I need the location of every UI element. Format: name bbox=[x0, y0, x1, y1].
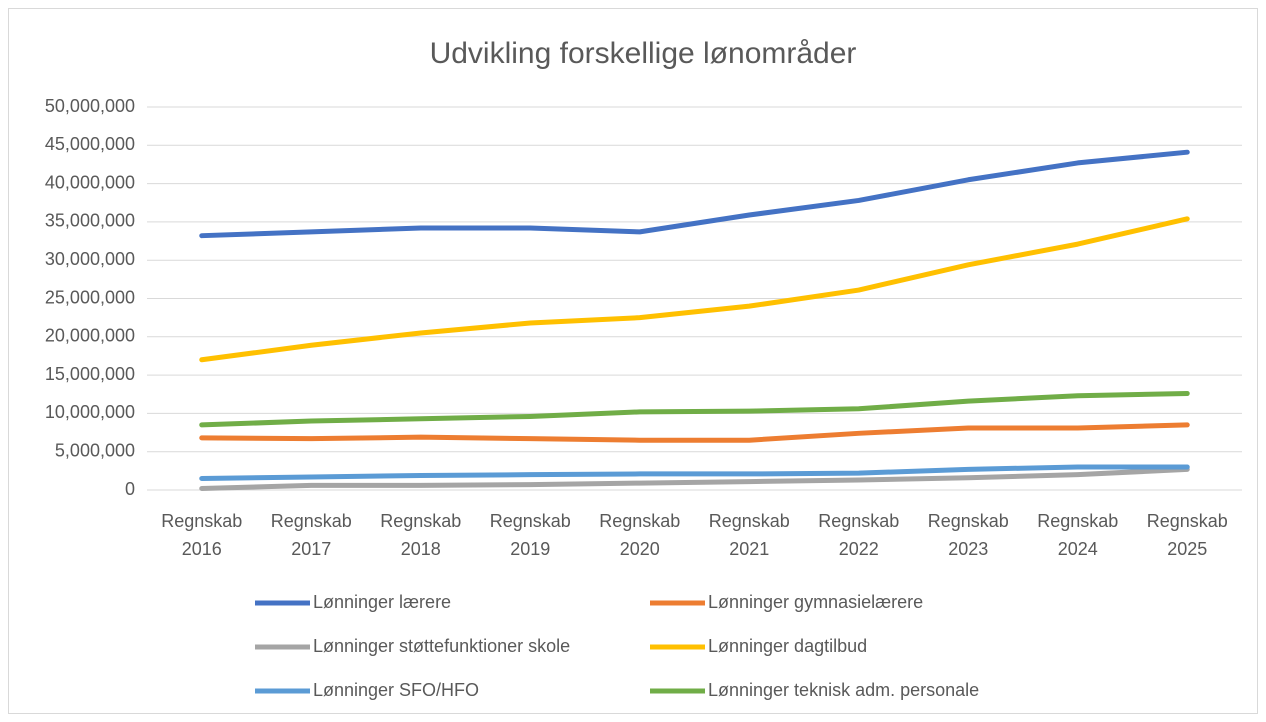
x-tick-label-line: 2018 bbox=[401, 539, 441, 559]
line-series bbox=[199, 149, 1190, 239]
x-tick-label-line: Regnskab bbox=[709, 511, 790, 531]
legend-label: Lønninger teknisk adm. personale bbox=[708, 680, 979, 700]
x-tick-label-line: Regnskab bbox=[271, 511, 352, 531]
x-tick-label-line: 2017 bbox=[291, 539, 331, 559]
x-tick-label-line: 2025 bbox=[1167, 539, 1207, 559]
x-tick-label: Regnskab 2017 bbox=[271, 511, 352, 559]
y-tick-label: 50,000,000 bbox=[45, 96, 135, 116]
y-tick-label: 40,000,000 bbox=[45, 172, 135, 192]
x-tick-label-line: 2019 bbox=[510, 539, 550, 559]
x-tick-label: Regnskab 2016 bbox=[161, 511, 242, 559]
x-tick-label-line: Regnskab bbox=[161, 511, 242, 531]
x-tick-label-line: 2021 bbox=[729, 539, 769, 559]
y-tick-label: 15,000,000 bbox=[45, 364, 135, 384]
line-series bbox=[199, 464, 1190, 482]
line-series bbox=[199, 466, 1190, 491]
line-series bbox=[199, 390, 1190, 428]
y-tick-label: 0 bbox=[125, 479, 135, 499]
line-series bbox=[199, 216, 1190, 363]
x-tick-label: Regnskab 2025 bbox=[1147, 511, 1228, 559]
x-tick-label-line: 2020 bbox=[620, 539, 660, 559]
line-series bbox=[199, 422, 1190, 443]
legend-label: Lønninger lærere bbox=[313, 592, 451, 612]
x-tick-label-line: Regnskab bbox=[490, 511, 571, 531]
legend-label: Lønninger SFO/HFO bbox=[313, 680, 479, 700]
x-tick-label-line: Regnskab bbox=[599, 511, 680, 531]
y-tick-label: 45,000,000 bbox=[45, 134, 135, 154]
legend-label: Lønninger dagtilbud bbox=[708, 636, 867, 656]
x-tick-label-line: Regnskab bbox=[1037, 511, 1118, 531]
legend-label: Lønninger gymnasielærere bbox=[708, 592, 923, 612]
x-tick-label-line: 2023 bbox=[948, 539, 988, 559]
x-tick-label: Regnskab 2018 bbox=[380, 511, 461, 559]
y-tick-label: 10,000,000 bbox=[45, 402, 135, 422]
chart-border bbox=[8, 8, 1258, 714]
x-tick-label: Regnskab 2024 bbox=[1037, 511, 1118, 559]
chart-title: Udvikling forskellige lønområder bbox=[430, 37, 857, 70]
y-tick-label: 25,000,000 bbox=[45, 287, 135, 307]
x-tick-label: Regnskab 2021 bbox=[709, 511, 790, 559]
x-tick-label-line: Regnskab bbox=[928, 511, 1009, 531]
y-tick-label: 20,000,000 bbox=[45, 326, 135, 346]
y-tick-label: 35,000,000 bbox=[45, 211, 135, 231]
x-tick-label-line: Regnskab bbox=[818, 511, 899, 531]
x-tick-label-line: 2022 bbox=[839, 539, 879, 559]
y-tick-label: 5,000,000 bbox=[55, 440, 135, 460]
x-tick-label: Regnskab 2023 bbox=[928, 511, 1009, 559]
x-tick-label: Regnskab 2020 bbox=[599, 511, 680, 559]
x-tick-label-line: 2024 bbox=[1058, 539, 1098, 559]
x-tick-label: Regnskab 2019 bbox=[490, 511, 571, 559]
x-tick-label-line: 2016 bbox=[182, 539, 222, 559]
x-tick-label: Regnskab 2022 bbox=[818, 511, 899, 559]
x-tick-label-line: Regnskab bbox=[380, 511, 461, 531]
y-tick-label: 30,000,000 bbox=[45, 249, 135, 269]
legend-label: Lønninger støttefunktioner skole bbox=[313, 636, 570, 656]
x-tick-label-line: Regnskab bbox=[1147, 511, 1228, 531]
